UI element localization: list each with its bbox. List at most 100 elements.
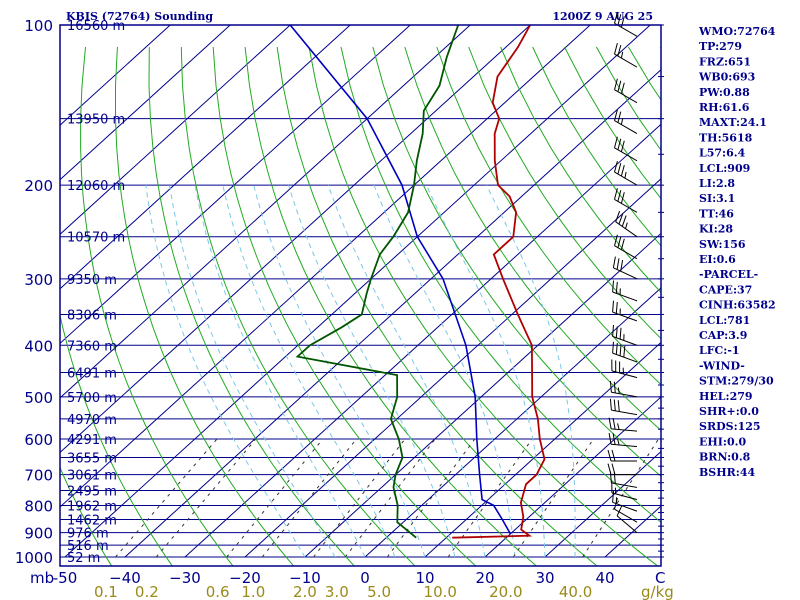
mixing-ratio-tick-label: 10.0	[424, 583, 457, 600]
height-label: 3061 m	[67, 469, 117, 484]
height-label: 1962 m	[67, 499, 117, 514]
isotherm-line	[60, 25, 591, 508]
moist-adiabat-line	[373, 184, 516, 558]
index-item: BRN:0.8	[699, 451, 751, 464]
mixing-ratio-tick-label: 2.0	[293, 583, 317, 600]
wind-barb	[614, 109, 638, 135]
wind-barb	[612, 324, 638, 346]
wind-barb	[614, 42, 638, 68]
wind-barb	[614, 78, 638, 104]
height-label: 1462 m	[67, 513, 117, 528]
height-label: 10570 m	[67, 231, 125, 246]
isotherm-line	[60, 25, 231, 181]
wind-barb	[608, 433, 638, 448]
index-item: L57:6.4	[699, 147, 746, 160]
sounding-profiles	[289, 25, 546, 539]
mixing-ratio-line	[115, 438, 218, 558]
pressure-tick-label: 400	[24, 337, 53, 355]
wind-barb	[615, 210, 638, 238]
index-item: LCL:909	[699, 162, 750, 175]
dewpoint-line	[295, 25, 460, 539]
index-item: KI:28	[699, 223, 733, 236]
mixing-ratio-line	[261, 438, 357, 558]
height-label: 2495 m	[67, 485, 117, 500]
index-item: EI:0.6	[699, 253, 736, 266]
mixing-ratio-tick-label: 0.2	[135, 583, 159, 600]
mixing-ratio-tick-label: 40.0	[559, 583, 592, 600]
index-item: TH:5618	[699, 131, 753, 144]
isotherm-line	[60, 25, 291, 235]
wind-barb	[612, 341, 638, 363]
parcel-path-line	[289, 25, 512, 535]
wind-barb	[609, 398, 638, 416]
pressure-tick-label: 1000	[15, 549, 53, 567]
isotherm-line	[60, 25, 531, 454]
mixing-ratio-tick-label: 0.6	[206, 583, 230, 600]
height-label: 12060 m	[67, 179, 125, 194]
height-labels: 16560 m 13950 m 12060 m 10570 m 9350 m 8306 m…	[67, 19, 125, 566]
mixing-ratio-unit-label: g/kg	[641, 583, 674, 600]
dry-adiabat-line	[276, 46, 598, 566]
pressure-tick-label: 700	[24, 467, 53, 485]
mixing-ratio-line	[386, 438, 476, 558]
index-item: FRZ:651	[699, 55, 751, 68]
wind-barb	[614, 136, 638, 162]
height-label: 976 m	[67, 527, 109, 542]
index-item: EHI:0.0	[699, 435, 746, 448]
height-label: 5700 m	[67, 391, 117, 406]
temperature-tick-label: -50	[53, 569, 78, 587]
pressure-tick-label: 100	[24, 17, 53, 35]
dry-adiabat-line	[788, 47, 800, 568]
temperature-tick-label: 30	[535, 569, 554, 587]
mixing-ratio-line	[313, 438, 406, 558]
dry-adiabat-line	[115, 46, 295, 566]
moist-adiabat-line	[222, 184, 396, 558]
isotherm-line	[60, 25, 411, 345]
plot-frame	[59, 24, 662, 567]
wind-barb	[612, 300, 638, 322]
dry-adiabat-line	[148, 46, 355, 566]
index-item: SW:156	[699, 238, 746, 251]
index-item: TP:279	[699, 40, 742, 53]
temperature-tick-label: 40	[595, 569, 614, 587]
index-item: TT:46	[699, 207, 734, 220]
pressure-tick-label: 900	[24, 525, 53, 543]
pressure-tick-label: 800	[24, 497, 53, 515]
mixing-ratio-tick-label: 5.0	[367, 583, 391, 600]
wind-barb	[614, 234, 638, 260]
height-label: 16560 m	[67, 19, 125, 34]
indices-panel: WMO:72764 TP:279 FRZ:651 WB0:693 PW:0.88 RH:6…	[698, 25, 776, 479]
isotherm-line	[60, 25, 351, 290]
temperature-tick-label: −10	[289, 569, 321, 587]
index-item: STM:279/30	[699, 375, 774, 388]
wind-barbs	[607, 12, 664, 558]
index-item: WB0:693	[698, 71, 755, 84]
moist-adiabat-line	[425, 184, 546, 558]
dry-adiabat-line	[372, 46, 661, 477]
index-item: SI:3.1	[699, 192, 735, 205]
mixing-ratio-tick-label: 1.0	[241, 583, 265, 600]
height-label: 13950 m	[67, 113, 125, 128]
index-item: -WIND-	[699, 359, 745, 372]
wind-barb	[608, 417, 638, 432]
dry-adiabat-line	[436, 46, 661, 386]
temperature-tick-label: 0	[360, 569, 370, 587]
dry-adiabat-line	[468, 46, 661, 340]
height-label: 8306 m	[67, 308, 117, 323]
mixing-ratio-tick-label: 20.0	[489, 583, 522, 600]
isotherm-line	[60, 25, 171, 126]
wind-barb	[612, 256, 638, 280]
height-label: 4970 m	[67, 413, 117, 428]
height-label: 7360 m	[67, 339, 117, 354]
temperature-axis: -50 −40 −30 −20 −10 0 10 20 30 40	[53, 569, 615, 587]
chart-time: 1200Z 9 AUG 25	[552, 10, 653, 23]
index-item: BSHR:44	[699, 466, 755, 479]
wind-barb	[616, 505, 638, 534]
moist-adiabat-line	[145, 185, 306, 558]
temperature-tick-label: −40	[109, 569, 141, 587]
isotherm-line	[484, 396, 661, 558]
pressure-tick-label: 600	[24, 431, 53, 449]
wind-barb	[611, 481, 638, 501]
moist-adiabat-line	[288, 184, 456, 558]
